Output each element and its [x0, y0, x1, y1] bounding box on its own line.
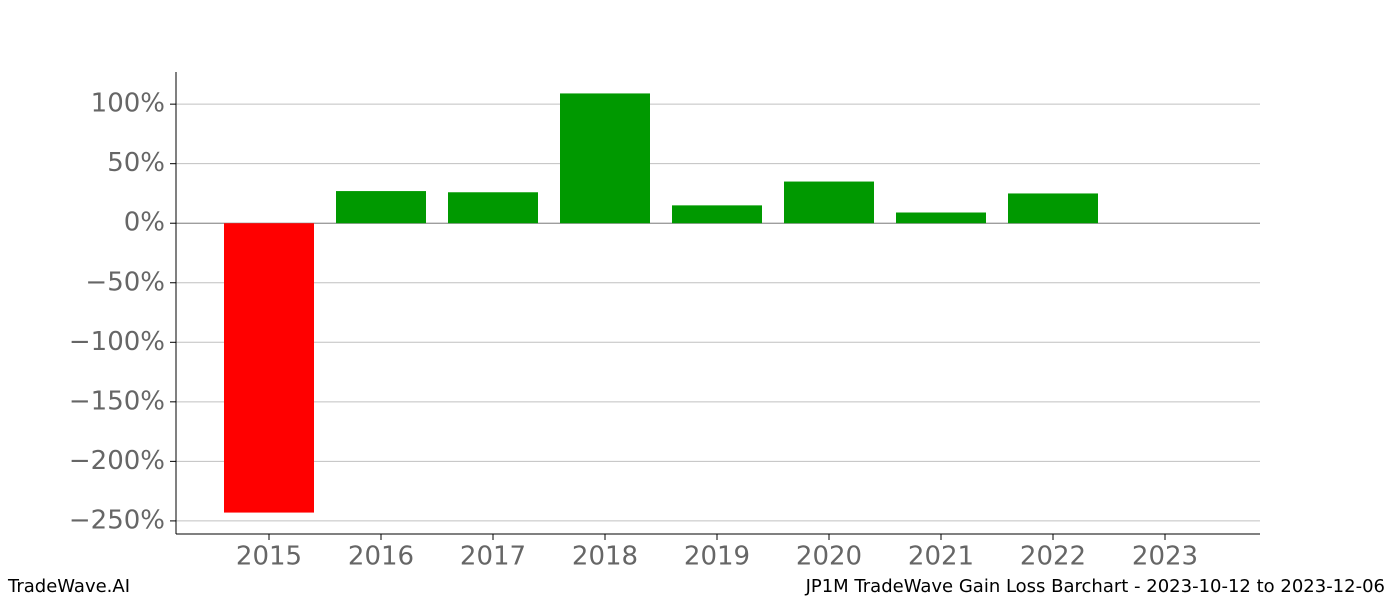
y-tick-label: 0% [124, 208, 165, 238]
x-tick-label: 2023 [1132, 542, 1198, 572]
bar [224, 223, 314, 513]
y-tick-label: −100% [69, 327, 165, 357]
x-tick-label: 2022 [1020, 542, 1086, 572]
y-tick-label: 50% [107, 148, 165, 178]
brand: TradeWave.AI [7, 576, 130, 597]
bar [336, 191, 426, 224]
bar [448, 192, 538, 224]
y-tick-label: −150% [69, 386, 165, 416]
x-tick-label: 2019 [684, 542, 750, 572]
y-tick-label: −250% [69, 505, 165, 535]
bar [896, 212, 986, 224]
bar [560, 93, 650, 224]
x-tick-label: 2018 [572, 542, 638, 572]
chart-title: JP1M TradeWave Gain Loss Barchart - 2023… [805, 576, 1385, 597]
y-tick-label: 100% [91, 89, 165, 119]
y-tick-label: −200% [69, 446, 165, 476]
x-tick-label: 2016 [348, 542, 414, 572]
x-tick-label: 2015 [236, 542, 302, 572]
x-tick-label: 2021 [908, 542, 974, 572]
bar [672, 205, 762, 224]
bar [1008, 193, 1098, 224]
y-tick-label: −50% [85, 267, 165, 297]
x-tick-label: 2020 [796, 542, 862, 572]
x-tick-label: 2017 [460, 542, 526, 572]
bar [784, 181, 874, 224]
